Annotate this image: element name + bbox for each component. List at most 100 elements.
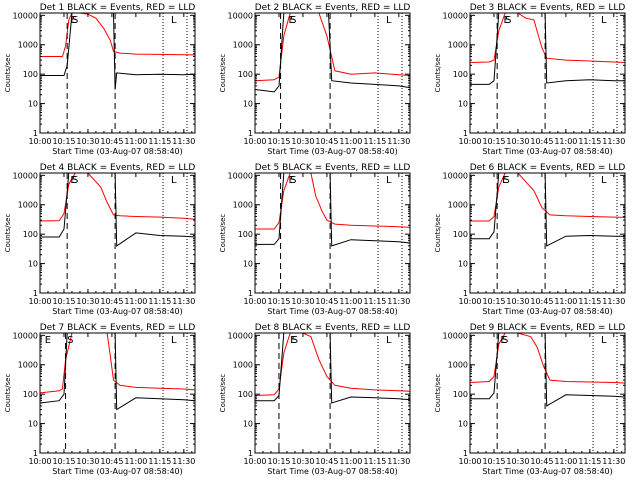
y-tick-label: 10 (28, 420, 38, 429)
x-tick-label: 10:00 (458, 137, 481, 146)
x-tick-label: 10:15 (267, 137, 290, 146)
x-tick-label: 11:15 (363, 457, 386, 466)
x-tick-label: 10:30 (506, 137, 529, 146)
chart-title: Det 3 BLACK = Events, RED = LLD (470, 3, 626, 13)
x-axis-label: Start Time (03-Aug-07 08:58:40) (267, 467, 398, 476)
marker-letter: E (504, 15, 510, 26)
x-tick-label: 10:00 (28, 457, 51, 466)
y-tick-label: 1000 (233, 361, 253, 370)
y-axis-label: Counts/sec (434, 214, 442, 253)
marker-letter: L (171, 335, 177, 346)
y-tick-label: 1000 (18, 41, 38, 50)
marker-letter: E (289, 15, 295, 26)
marker-letter: S (502, 335, 508, 346)
marker-letter: E (290, 335, 296, 346)
series-events-black (40, 173, 195, 247)
chart-title: Det 5 BLACK = Events, RED = LLD (255, 163, 411, 173)
series-events-black (255, 173, 410, 247)
chart-title: Det 8 BLACK = Events, RED = LLD (255, 323, 411, 333)
x-tick-label: 11:15 (578, 457, 601, 466)
y-tick-label: 10 (243, 100, 253, 109)
chart-title: Det 6 BLACK = Events, RED = LLD (470, 163, 626, 173)
series-events-black (470, 173, 625, 247)
x-tick-label: 11:30 (172, 137, 195, 146)
y-tick-label: 100 (238, 70, 253, 79)
x-tick-label: 10:15 (52, 137, 75, 146)
x-tick-label: 10:45 (530, 137, 553, 146)
x-tick-label: 10:15 (482, 137, 505, 146)
y-tick-label: 10 (243, 420, 253, 429)
x-tick-label: 10:30 (76, 137, 99, 146)
x-tick-label: 10:00 (243, 457, 266, 466)
x-tick-label: 11:30 (387, 457, 410, 466)
x-tick-label: 11:00 (124, 297, 147, 306)
x-axis-label: Start Time (03-Aug-07 08:58:40) (52, 467, 183, 476)
x-tick-label: 11:00 (124, 457, 147, 466)
x-tick-label: 10:45 (530, 457, 553, 466)
x-tick-label: 11:15 (578, 137, 601, 146)
marker-letter: S (67, 335, 73, 346)
marker-letter: E (289, 175, 295, 186)
y-tick-label: 1 (33, 129, 38, 138)
x-tick-label: 10:45 (530, 297, 553, 306)
x-tick-label: 10:45 (100, 457, 123, 466)
y-tick-label: 100 (453, 230, 468, 239)
y-tick-label: 100 (453, 390, 468, 399)
y-tick-label: 10000 (13, 171, 38, 180)
y-axis-label: Counts/sec (219, 374, 227, 413)
y-tick-label: 1000 (18, 361, 38, 370)
y-tick-label: 100 (23, 390, 38, 399)
series-lld-red (470, 333, 625, 384)
plot-frame (469, 172, 626, 294)
x-tick-label: 11:15 (363, 297, 386, 306)
y-tick-label: 10000 (443, 11, 468, 20)
x-tick-label: 10:00 (243, 137, 266, 146)
marker-letter: E (45, 335, 51, 346)
y-tick-label: 100 (238, 390, 253, 399)
y-tick-label: 10000 (443, 171, 468, 180)
y-tick-label: 10 (28, 100, 38, 109)
x-tick-label: 10:45 (315, 137, 338, 146)
x-tick-label: 11:00 (554, 297, 577, 306)
y-axis-label: Counts/sec (4, 214, 12, 253)
x-axis-label: Start Time (03-Aug-07 08:58:40) (52, 147, 183, 156)
marker-letter: S (72, 175, 78, 186)
x-tick-label: 10:45 (315, 297, 338, 306)
x-tick-label: 10:15 (52, 457, 75, 466)
y-tick-label: 1 (248, 289, 253, 298)
x-tick-label: 10:15 (482, 457, 505, 466)
y-tick-label: 10000 (228, 171, 253, 180)
x-tick-label: 11:00 (339, 137, 362, 146)
plot-frame (39, 12, 196, 134)
x-tick-label: 10:15 (52, 297, 75, 306)
x-tick-label: 10:30 (76, 457, 99, 466)
y-tick-label: 1 (463, 289, 468, 298)
x-axis-label: Start Time (03-Aug-07 08:58:40) (482, 467, 613, 476)
x-tick-label: 10:00 (458, 297, 481, 306)
marker-letter: E (70, 15, 76, 26)
marker-letter: S (290, 15, 296, 26)
series-lld-red (40, 333, 195, 394)
x-axis-label: Start Time (03-Aug-07 08:58:40) (482, 147, 613, 156)
marker-letter: S (292, 335, 298, 346)
marker-letter: S (504, 175, 510, 186)
x-tick-label: 11:30 (602, 457, 625, 466)
x-axis-label: Start Time (03-Aug-07 08:58:40) (52, 307, 183, 316)
y-tick-label: 10000 (13, 331, 38, 340)
marker-letter: L (601, 175, 607, 186)
y-tick-label: 1 (33, 449, 38, 458)
chart-title: Det 4 BLACK = Events, RED = LLD (40, 163, 196, 173)
x-tick-label: 11:30 (387, 297, 410, 306)
marker-letter: L (171, 175, 177, 186)
y-tick-label: 10 (243, 260, 253, 269)
series-events-black (255, 333, 410, 404)
plot-frame (254, 12, 411, 134)
plot-frame (254, 332, 411, 454)
chart-title: Det 9 BLACK = Events, RED = LLD (470, 323, 626, 333)
x-tick-label: 11:15 (148, 297, 171, 306)
